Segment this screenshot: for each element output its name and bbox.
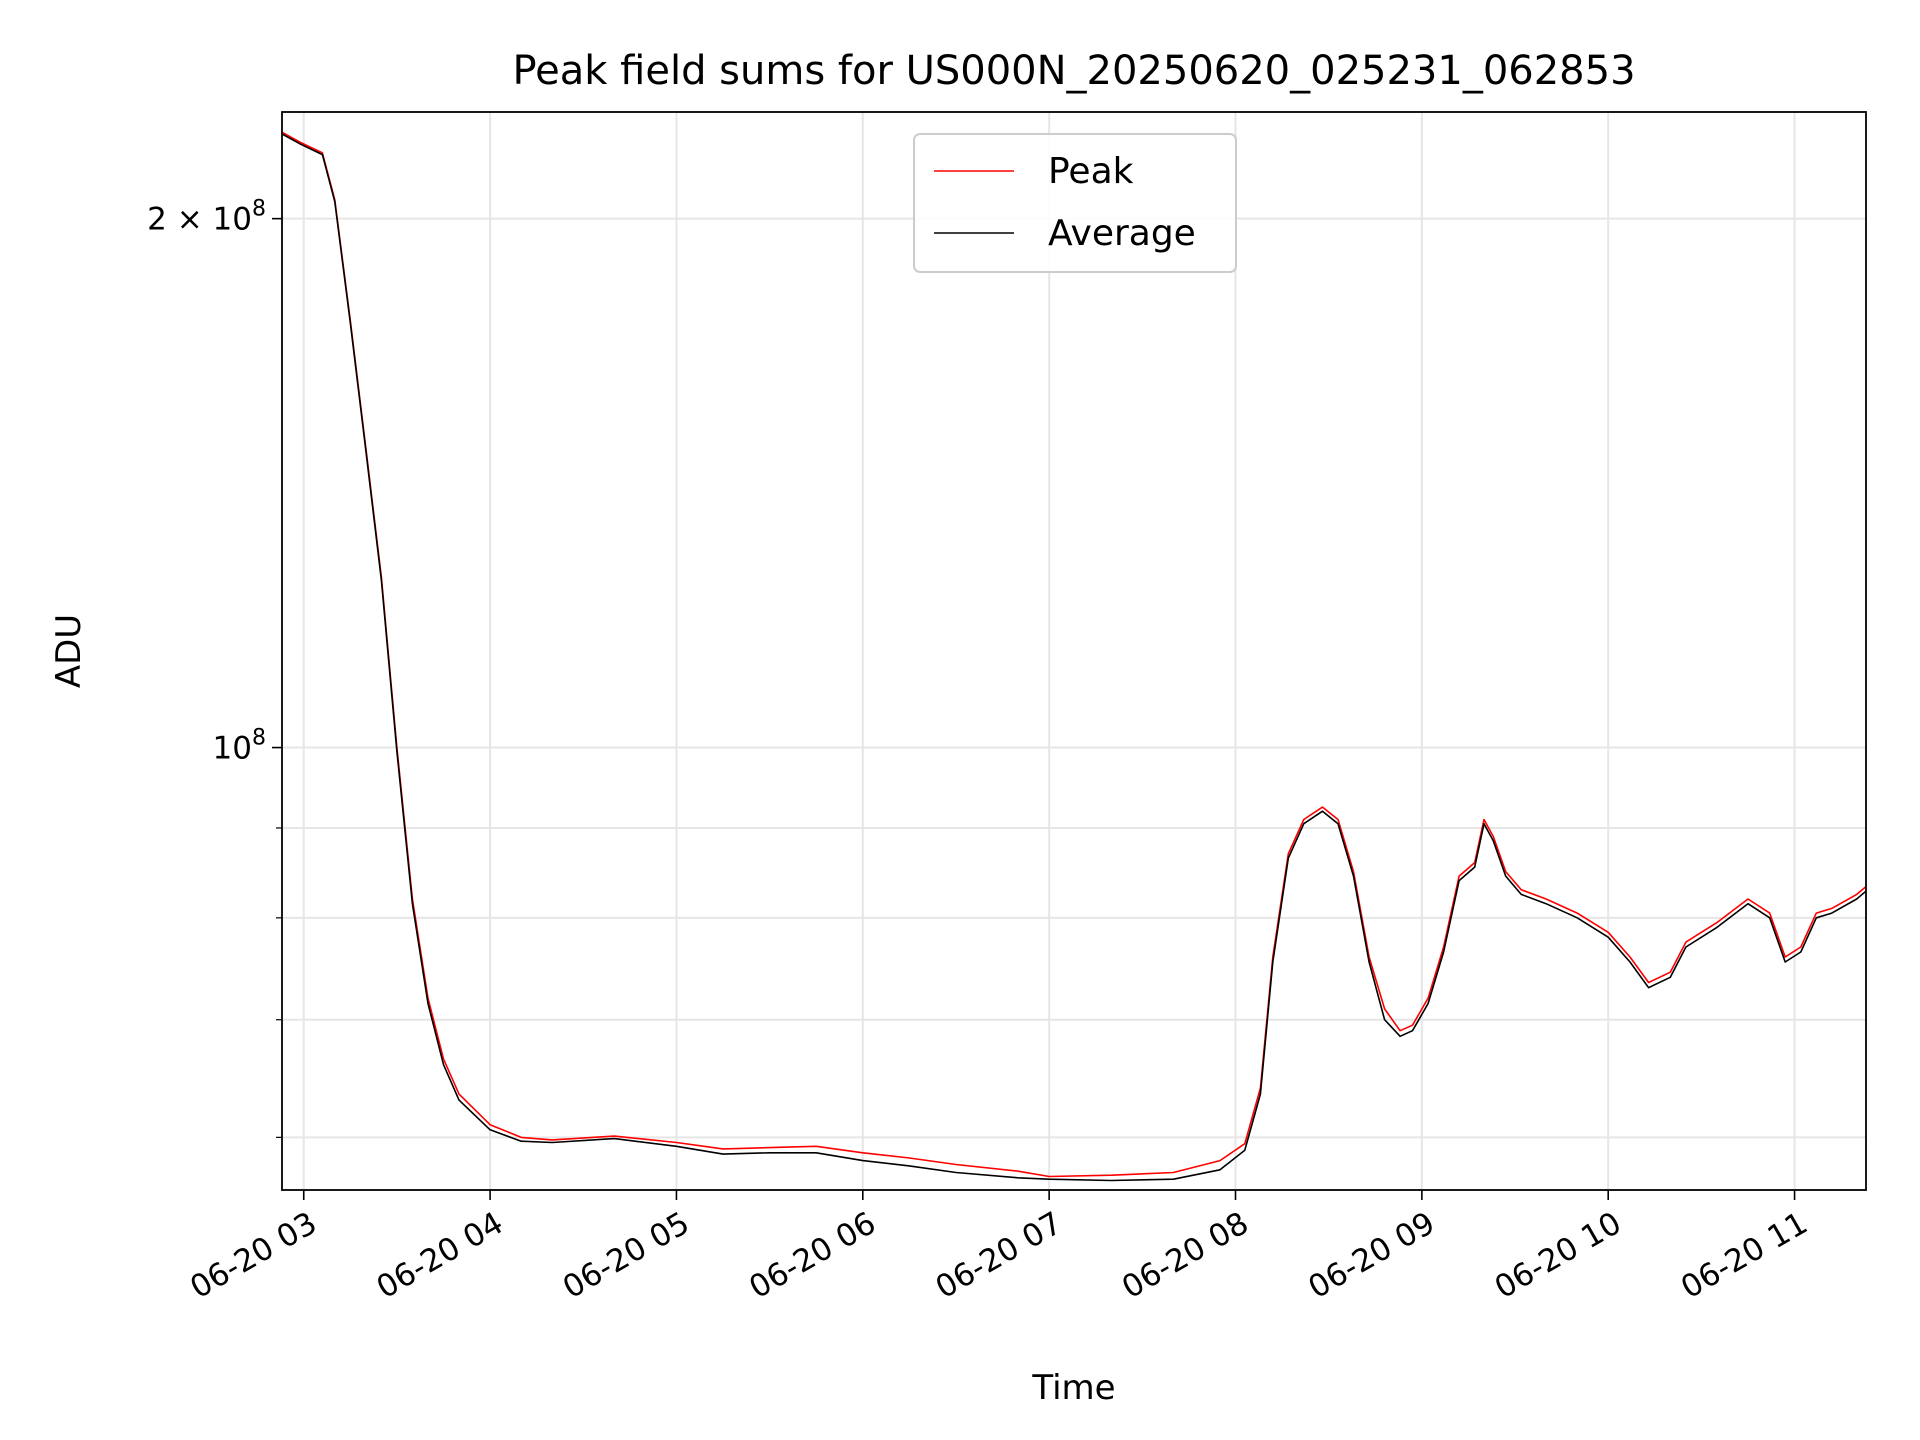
y-tick-label: 2 × 108 bbox=[147, 197, 266, 238]
series-line-peak bbox=[282, 131, 1866, 1178]
y-tick-base: 10 bbox=[213, 731, 252, 767]
y-tick-exponent: 8 bbox=[252, 197, 266, 222]
y-tick-base: 2 × 10 bbox=[147, 202, 252, 238]
y-tick-exponent: 8 bbox=[252, 726, 266, 751]
y-tick-label: 108 bbox=[213, 726, 266, 767]
series-line-average bbox=[282, 133, 1866, 1182]
legend-box bbox=[913, 133, 1237, 273]
legend-peak-label: Peak bbox=[1048, 151, 1134, 192]
chart-title: Peak field sums for US000N_20250620_0252… bbox=[512, 48, 1635, 94]
series-layer bbox=[282, 131, 1866, 1182]
y-axis-label: ADU bbox=[49, 614, 89, 688]
x-axis-label: Time bbox=[1031, 1368, 1115, 1408]
legend: Peak Average bbox=[913, 133, 1237, 273]
legend-average-label: Average bbox=[1048, 213, 1196, 254]
plot-frame bbox=[281, 111, 1867, 1191]
